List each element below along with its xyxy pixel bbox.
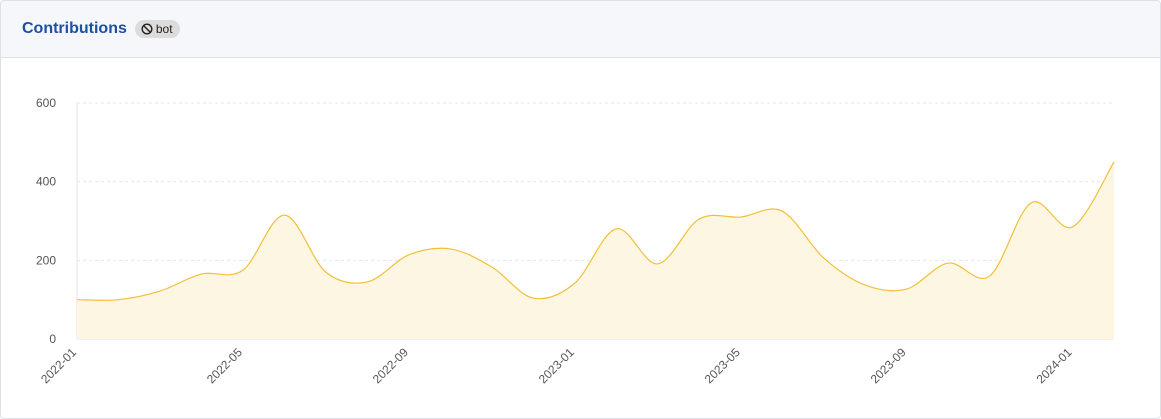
ban-icon: [141, 23, 153, 35]
y-tick-label: 400: [36, 175, 56, 189]
x-tick-label: 2022-05: [204, 345, 245, 386]
line: [76, 161, 1115, 301]
y-tick-label: 600: [36, 96, 56, 110]
x-tick-label: 2023-09: [868, 345, 909, 386]
badge-label: bot: [155, 22, 173, 36]
area: [77, 162, 1114, 339]
y-tick-label: 0: [49, 332, 56, 346]
x-tick-label: 2022-09: [370, 345, 411, 386]
card-title: Contributions: [22, 20, 127, 37]
badge: bot: [134, 20, 180, 38]
x-tick-label: 2024-01: [1034, 345, 1075, 386]
x-tick-label: 2022-01: [38, 345, 79, 386]
card-header: Contributions bot: [1, 1, 1160, 58]
x-tick-label: 2023-01: [536, 345, 577, 386]
y-tick-label: 200: [36, 253, 56, 267]
x-tick-label: 2023-05: [702, 345, 743, 386]
